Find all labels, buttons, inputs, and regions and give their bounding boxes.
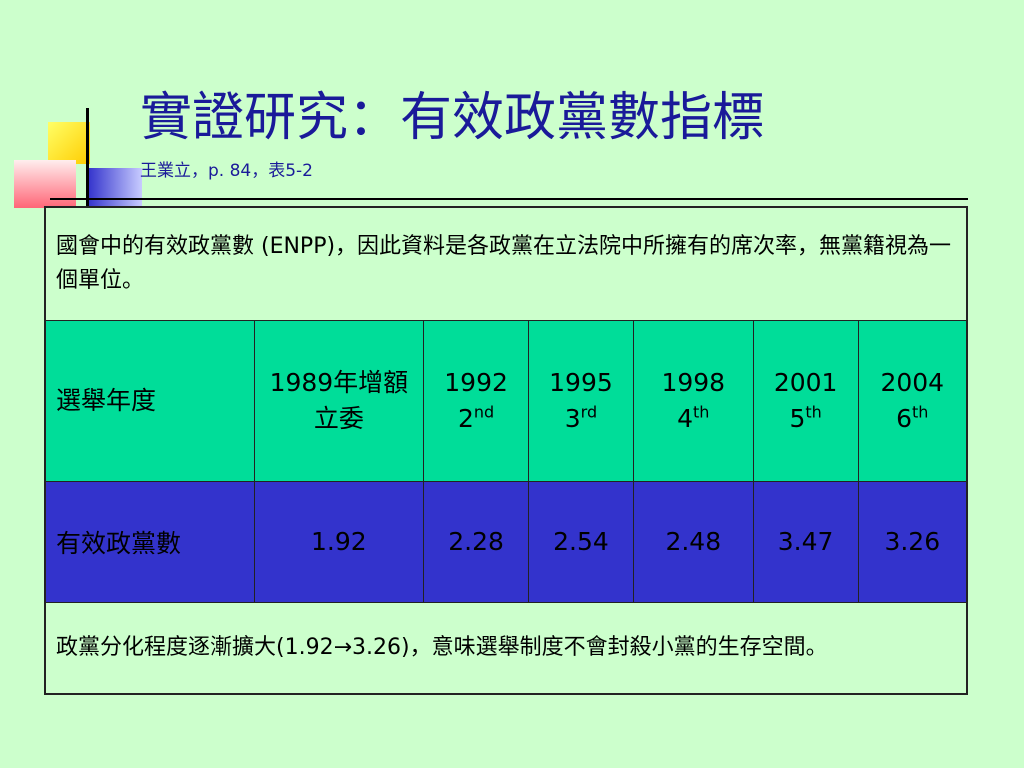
year-text: 1992 xyxy=(444,367,508,397)
enpp-value-cell: 2.54 xyxy=(528,480,634,603)
year-cell-1992: 1992 2nd xyxy=(423,319,530,482)
ordinal-number: 6 xyxy=(896,403,913,433)
enpp-value-cell: 2.48 xyxy=(632,480,754,603)
enpp-value-cell: 3.26 xyxy=(857,480,968,603)
slide-logo-decoration xyxy=(0,0,150,230)
election-year-row: 選舉年度 1989年增額立委 1992 2nd 1995 3rd 1998 4t… xyxy=(44,319,968,482)
year-cell-1989: 1989年增額立委 xyxy=(253,319,425,482)
slide-subtitle: 王業立，p. 84，表5-2 xyxy=(140,161,313,181)
enpp-table: 國會中的有效政黨數 (ENPP)，因此資料是各政黨在立法院中所擁有的席次率，無黨… xyxy=(44,206,968,695)
enpp-value-cell: 3.47 xyxy=(752,480,859,603)
ordinal-number: 4 xyxy=(677,403,694,433)
horizontal-rule-divider xyxy=(50,198,968,200)
year-cell-2004: 2004 6th xyxy=(857,319,968,482)
ordinal-suffix: th xyxy=(912,402,929,422)
enpp-value-row: 有效政黨數 1.92 2.28 2.54 2.48 3.47 3.26 xyxy=(44,480,968,603)
ordinal-suffix: rd xyxy=(580,402,598,422)
enpp-value-cell: 1.92 xyxy=(253,480,425,603)
enpp-label: 有效政黨數 xyxy=(44,480,255,603)
ordinal-suffix: nd xyxy=(473,402,495,422)
red-square-decoration xyxy=(14,160,76,208)
enpp-value-cell: 2.28 xyxy=(423,480,530,603)
vertical-rule-decoration xyxy=(86,108,89,226)
table-description-row: 國會中的有效政黨數 (ENPP)，因此資料是各政黨在立法院中所擁有的席次率，無黨… xyxy=(44,206,968,321)
year-text: 2001 xyxy=(773,367,838,397)
table-conclusion-row: 政黨分化程度逐漸擴大(1.92→3.26)，意味選舉制度不會封殺小黨的生存空間。 xyxy=(44,601,968,695)
year-cell-1998: 1998 4th xyxy=(632,319,754,482)
ordinal-number: 2 xyxy=(457,403,474,433)
table-conclusion: 政黨分化程度逐漸擴大(1.92→3.26)，意味選舉制度不會封殺小黨的生存空間。 xyxy=(44,601,968,695)
slide-title: 實證研究：有效政黨數指標 xyxy=(140,88,765,148)
year-text: 1989年增額立委 xyxy=(269,367,409,433)
election-year-label: 選舉年度 xyxy=(44,319,255,482)
table-description: 國會中的有效政黨數 (ENPP)，因此資料是各政黨在立法院中所擁有的席次率，無黨… xyxy=(44,206,968,321)
ordinal-number: 3 xyxy=(564,403,581,433)
year-text: 2004 xyxy=(880,367,945,397)
ordinal-suffix: th xyxy=(693,402,710,422)
ordinal-suffix: th xyxy=(805,402,822,422)
year-cell-1995: 1995 3rd xyxy=(528,319,634,482)
year-text: 1998 xyxy=(661,367,726,397)
year-cell-2001: 2001 5th xyxy=(752,319,859,482)
yellow-square-decoration xyxy=(48,122,90,164)
year-text: 1995 xyxy=(549,367,613,397)
ordinal-number: 5 xyxy=(789,403,806,433)
